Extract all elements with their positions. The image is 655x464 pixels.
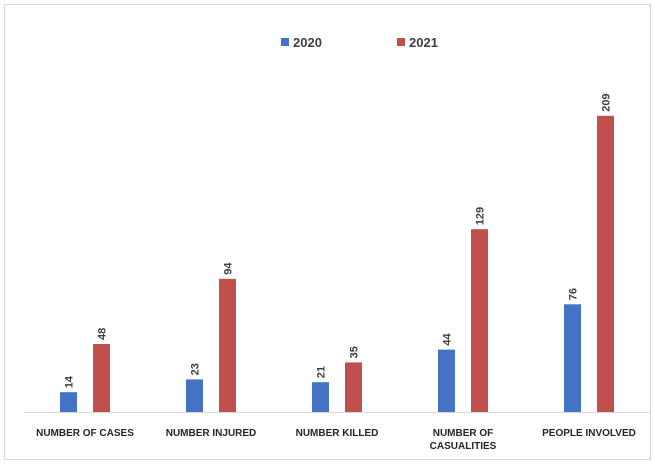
bar-2021-cat-4 — [597, 115, 614, 413]
bar-2021-cat-2 — [345, 362, 362, 412]
data-label-2021-cat-4: 209 — [601, 93, 613, 111]
bar-2020-cat-1 — [186, 379, 203, 412]
legend: 2020 2021 — [281, 35, 438, 50]
data-label-2020-cat-4: 76 — [568, 288, 580, 300]
bar-2020-cat-3 — [438, 349, 455, 412]
data-label-2021-cat-3: 129 — [475, 207, 487, 225]
data-label-2020-cat-1: 23 — [190, 363, 202, 375]
category-label-3-line-1: CASUALITIES — [430, 441, 497, 452]
bar-2021-cat-1 — [219, 278, 236, 412]
bar-2021-cat-0 — [93, 344, 110, 412]
bars — [60, 115, 614, 413]
bar-2020-cat-0 — [60, 392, 77, 412]
data-label-2020-cat-3: 44 — [442, 332, 454, 345]
legend-swatch-2021 — [397, 38, 405, 46]
category-label-3: NUMBER OF — [433, 428, 494, 439]
data-labels: 14 48 23 94 21 35 44 129 76 209 — [64, 93, 613, 388]
data-label-2021-cat-0: 48 — [97, 328, 109, 340]
category-label-4: PEOPLE INVOLVED — [542, 428, 636, 439]
category-label-0: NUMBER OF CASES — [36, 428, 134, 439]
data-label-2020-cat-2: 21 — [316, 366, 328, 378]
bar-2021-cat-3 — [471, 229, 488, 412]
data-label-2021-cat-1: 94 — [223, 262, 235, 275]
category-label-1: NUMBER INJURED — [166, 428, 257, 439]
data-label-2021-cat-2: 35 — [349, 346, 361, 358]
data-label-2020-cat-0: 14 — [64, 375, 76, 388]
legend-label-2020: 2020 — [293, 35, 322, 50]
category-label-2: NUMBER KILLED — [296, 428, 379, 439]
bar-2020-cat-2 — [312, 382, 329, 412]
legend-swatch-2020 — [281, 38, 289, 46]
legend-label-2021: 2021 — [409, 35, 438, 50]
bar-2020-cat-4 — [564, 304, 581, 412]
category-labels: NUMBER OF CASES NUMBER INJURED NUMBER KILL… — [36, 428, 636, 452]
